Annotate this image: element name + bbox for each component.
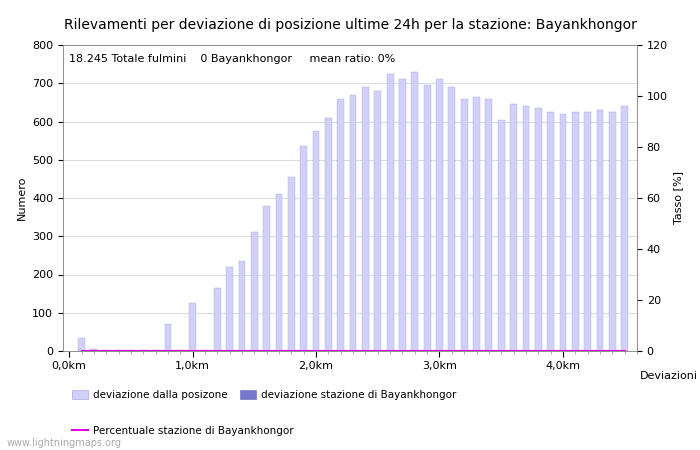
Bar — [226, 267, 233, 351]
Bar — [177, 350, 183, 351]
Text: Deviazioni: Deviazioni — [640, 371, 697, 381]
Bar — [214, 288, 220, 351]
Bar — [461, 99, 468, 351]
Bar — [103, 350, 110, 351]
Bar — [140, 350, 146, 351]
Bar — [189, 303, 196, 351]
Bar — [202, 350, 209, 351]
Bar — [164, 324, 172, 351]
Bar — [374, 91, 382, 351]
Bar — [412, 72, 418, 351]
Bar — [449, 87, 455, 351]
Bar — [547, 112, 554, 351]
Bar — [510, 104, 517, 351]
Bar — [584, 112, 591, 351]
Bar — [325, 117, 332, 351]
Bar — [263, 206, 270, 351]
Bar — [152, 350, 159, 351]
Bar — [350, 95, 356, 351]
Bar — [399, 79, 406, 351]
Bar — [596, 110, 603, 351]
Bar — [424, 85, 430, 351]
Bar — [473, 97, 480, 351]
Bar — [436, 79, 443, 351]
Bar — [559, 114, 566, 351]
Bar — [337, 99, 344, 351]
Y-axis label: Tasso [%]: Tasso [%] — [673, 171, 683, 225]
Legend: Percentuale stazione di Bayankhongor: Percentuale stazione di Bayankhongor — [68, 422, 298, 440]
Bar — [276, 194, 282, 351]
Bar — [498, 120, 505, 351]
Bar — [127, 350, 134, 351]
Bar — [522, 106, 529, 351]
Bar — [300, 146, 307, 351]
Bar — [572, 112, 579, 351]
Bar — [622, 106, 628, 351]
Y-axis label: Numero: Numero — [17, 176, 27, 220]
Bar — [78, 338, 85, 351]
Bar — [251, 232, 258, 351]
Bar — [239, 261, 246, 351]
Bar — [535, 108, 542, 351]
Bar — [288, 177, 295, 351]
Text: www.lightningmaps.org: www.lightningmaps.org — [7, 438, 122, 448]
Bar — [609, 112, 616, 351]
Text: 18.245 Totale fulmini    0 Bayankhongor     mean ratio: 0%: 18.245 Totale fulmini 0 Bayankhongor mea… — [69, 54, 395, 64]
Bar — [90, 349, 97, 351]
Bar — [362, 87, 369, 351]
Bar — [486, 99, 492, 351]
Legend: deviazione dalla posizone, deviazione stazione di Bayankhongor: deviazione dalla posizone, deviazione st… — [68, 386, 461, 404]
Bar — [313, 131, 319, 351]
Bar — [116, 350, 122, 351]
Text: Rilevamenti per deviazione di posizione ultime 24h per la stazione: Bayankhongor: Rilevamenti per deviazione di posizione … — [64, 18, 636, 32]
Bar — [386, 74, 393, 351]
